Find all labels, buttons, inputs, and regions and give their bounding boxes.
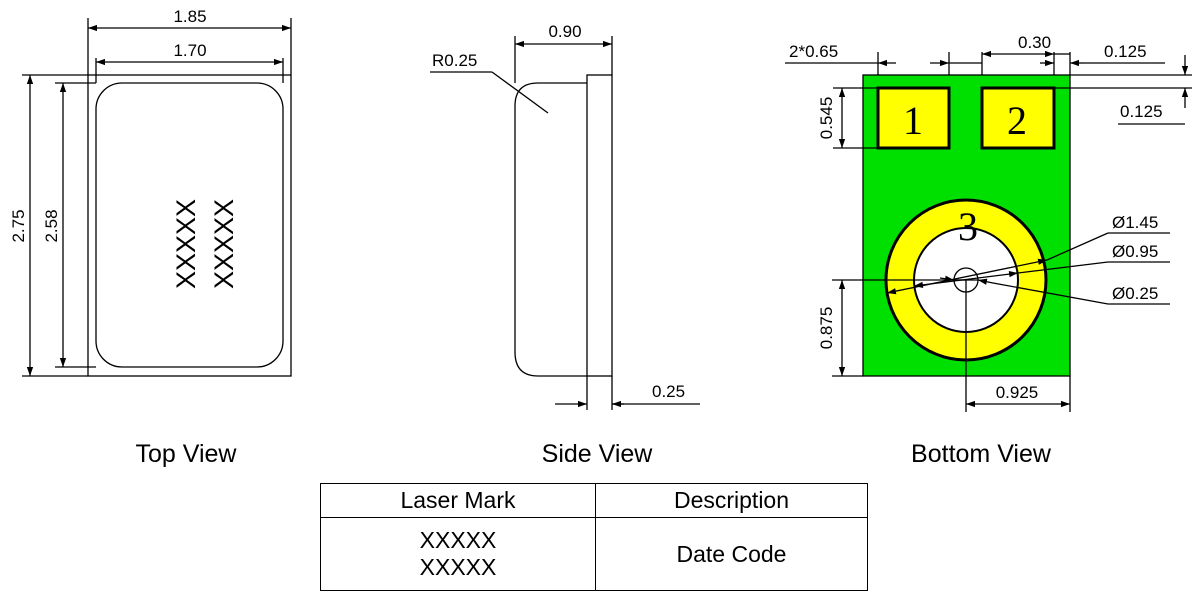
pad-1 — [876, 86, 951, 150]
table-cell-laser-mark: XXXXX XXXXX — [320, 517, 596, 591]
dim-line-side-radius — [491, 71, 549, 114]
side-view-flange — [586, 74, 613, 377]
table-header-description: Description — [595, 483, 868, 518]
top-view — [22, 18, 292, 377]
dim-center-y: 0.875 — [817, 307, 836, 350]
side-view — [430, 36, 700, 410]
dim-top-width-outer: 1.85 — [173, 7, 206, 26]
table-header-laser-mark: Laser Mark — [320, 483, 596, 518]
dim-pad-width: 2*0.65 — [789, 42, 838, 61]
dim-center-x: 0.925 — [996, 383, 1039, 402]
table-header-row: Laser Mark Description — [320, 483, 868, 518]
top-marking-col-2: XXXXX — [209, 199, 239, 289]
dim-pad-height: 0.545 — [817, 97, 836, 140]
pad-2-label: 2 — [1007, 98, 1027, 143]
dim-top-height-inner: 2.58 — [42, 209, 61, 242]
dim-pad-gap: 0.30 — [1018, 33, 1051, 52]
table-cell-description: Date Code — [595, 517, 868, 591]
dim-side-depth: 0.90 — [548, 22, 581, 41]
pad-2 — [980, 86, 1056, 150]
laser-mark-line-1: XXXXX — [419, 527, 497, 553]
dim-side-flange: 0.25 — [652, 382, 685, 401]
dim-top-height-outer: 2.75 — [9, 209, 28, 242]
dim-ring-inner: Ø0.95 — [1112, 242, 1158, 261]
dim-side-radius: R0.25 — [432, 51, 477, 70]
bottom-view-title: Bottom View — [911, 440, 1052, 468]
top-view-outline — [87, 74, 292, 377]
dim-ring-outer: Ø1.45 — [1112, 213, 1158, 232]
top-view-inner-window — [95, 82, 284, 368]
top-view-title: Top View — [136, 440, 238, 468]
pad-3-label: 3 — [958, 204, 978, 249]
dim-edge-y: 0.125 — [1120, 102, 1163, 121]
laser-mark-line-2: XXXXX — [419, 554, 497, 580]
side-view-body — [514, 82, 587, 377]
top-marking-col-1: XXXXX — [171, 199, 201, 289]
dim-edge-x: 0.125 — [1104, 42, 1147, 61]
laser-mark-table: Laser Mark Description XXXXX XXXXX Date … — [320, 483, 868, 591]
pad-1-label: 1 — [903, 98, 923, 143]
side-view-title: Side View — [542, 440, 654, 468]
dim-hole: Ø0.25 — [1112, 284, 1158, 303]
dim-top-width-inner: 1.70 — [173, 41, 206, 60]
table-row: XXXXX XXXXX Date Code — [320, 517, 868, 591]
